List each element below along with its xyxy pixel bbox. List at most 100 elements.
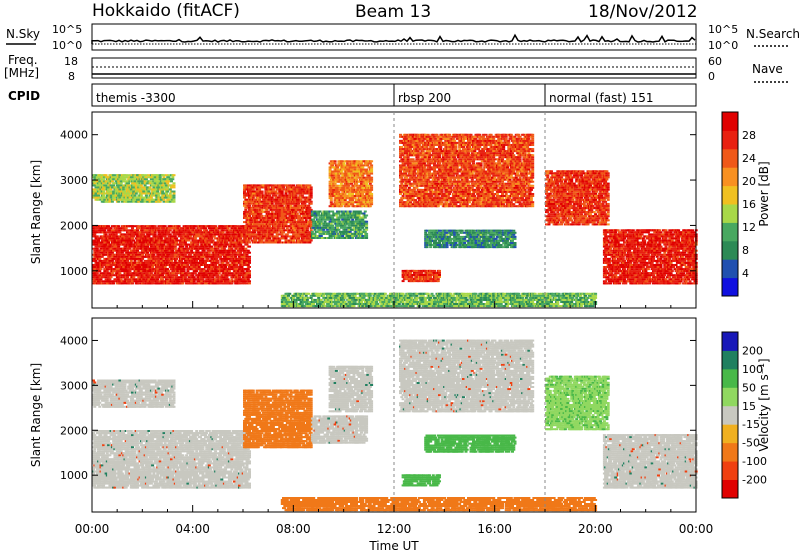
- data-cell: [132, 276, 135, 278]
- data-cell: [125, 227, 128, 229]
- nave-label: Nave: [752, 62, 783, 76]
- data-cell: [96, 272, 99, 274]
- data-cell: [181, 237, 184, 239]
- data-cell: [164, 225, 167, 227]
- data-cell: [140, 260, 143, 262]
- data-cell: [108, 278, 111, 280]
- data-cell: [136, 248, 139, 250]
- data-cell: [111, 260, 114, 262]
- data-cell: [136, 258, 139, 260]
- data-cell: [150, 272, 153, 274]
- data-cell: [110, 227, 113, 229]
- data-cell: [166, 262, 169, 264]
- data-cell: [100, 272, 103, 274]
- cpid-segment-label: themis -3300: [96, 91, 176, 105]
- data-cell: [107, 242, 110, 244]
- date-title: 18/Nov/2012: [588, 2, 698, 22]
- data-cell: [152, 254, 155, 256]
- data-cell: [118, 272, 121, 274]
- data-cell: [181, 282, 184, 284]
- data-cell: [142, 280, 145, 282]
- cpid-segment-label: rbsp 200: [398, 91, 451, 105]
- data-cell: [181, 258, 184, 260]
- data-cell: [151, 276, 154, 278]
- data-cell: [166, 280, 169, 282]
- data-cell: [184, 242, 187, 244]
- data-cell: [112, 231, 115, 233]
- data-cell: [129, 248, 132, 250]
- data-cell: [171, 250, 174, 252]
- data-cell: [170, 260, 173, 262]
- data-cell: [97, 240, 100, 242]
- data-cell: [136, 250, 139, 252]
- data-cell: [160, 237, 163, 239]
- data-cell: [96, 248, 99, 250]
- data-cell: [106, 268, 109, 270]
- data-cell: [132, 240, 135, 242]
- data-cell: [166, 240, 169, 242]
- freq-tick-top: 18: [64, 55, 78, 68]
- data-cell: [169, 233, 172, 235]
- data-cell: [181, 240, 184, 242]
- data-cell: [142, 233, 145, 235]
- data-cell: [175, 276, 178, 278]
- data-cell: [132, 235, 135, 237]
- data-cell: [118, 231, 121, 233]
- data-cell: [111, 252, 114, 254]
- data-cell: [183, 268, 186, 270]
- data-cell: [168, 231, 171, 233]
- data-cell: [105, 233, 108, 235]
- data-cell: [126, 276, 129, 278]
- data-cell: [100, 260, 103, 262]
- data-cell: [160, 264, 163, 266]
- data-cell: [147, 235, 150, 237]
- data-cell: [117, 225, 120, 227]
- data-cell: [160, 276, 163, 278]
- data-cell: [134, 260, 137, 262]
- nsky-tick-bottom: 10^0: [52, 39, 82, 52]
- data-cell: [160, 244, 163, 246]
- data-cell: [184, 254, 187, 256]
- data-cell: [175, 272, 178, 274]
- data-cell: [117, 246, 120, 248]
- data-cell: [121, 252, 124, 254]
- data-cell: [93, 233, 96, 235]
- data-cell: [160, 229, 163, 231]
- data-cell: [127, 258, 130, 260]
- data-cell: [103, 229, 106, 231]
- data-cell: [106, 231, 109, 233]
- data-cell: [111, 272, 114, 274]
- data-cell: [121, 254, 124, 256]
- data-cell: [130, 242, 133, 244]
- data-cell: [151, 266, 154, 268]
- data-cell: [174, 246, 177, 248]
- data-cell: [180, 260, 183, 262]
- radar-summary-plot: Hokkaido (fitACF) Beam 13 18/Nov/2012 N.…: [0, 0, 800, 554]
- data-cell: [183, 270, 186, 272]
- freq-label: Freq.: [8, 53, 38, 67]
- freq-panel: Freq. [MHz] 18 8 60 0 Nave: [4, 53, 790, 83]
- data-cell: [175, 237, 178, 239]
- data-cell: [112, 250, 115, 252]
- station-title: Hokkaido (fitACF): [92, 1, 240, 21]
- data-cell: [126, 260, 129, 262]
- nsearch-tick-top: 10^5: [708, 23, 738, 36]
- data-cell: [106, 264, 109, 266]
- data-cell: [136, 254, 139, 256]
- data-cell: [178, 225, 181, 227]
- data-cell: [110, 276, 113, 278]
- nave-tick-top: 60: [708, 55, 722, 68]
- data-cell: [166, 268, 169, 270]
- data-cell: [181, 246, 184, 248]
- data-cell: [121, 274, 124, 276]
- data-cell: [185, 246, 188, 248]
- data-cell: [154, 225, 157, 227]
- data-cell: [174, 235, 177, 237]
- data-cell: [181, 242, 184, 244]
- data-cell: [181, 272, 184, 274]
- data-cell: [161, 274, 164, 276]
- data-cell: [154, 231, 157, 233]
- data-cell: [142, 276, 145, 278]
- data-cell: [127, 240, 130, 242]
